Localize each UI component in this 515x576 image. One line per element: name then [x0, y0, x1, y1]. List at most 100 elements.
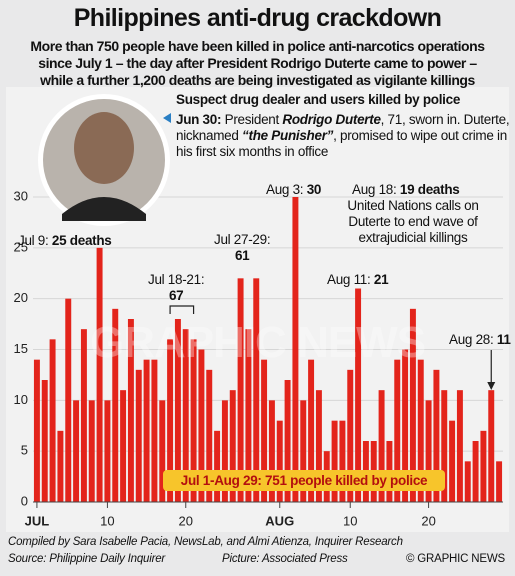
bar [96, 247, 103, 502]
bar [221, 400, 228, 502]
bar [167, 339, 174, 502]
bar [159, 400, 166, 502]
bar [73, 400, 80, 502]
bar [33, 359, 40, 502]
bar [394, 359, 401, 502]
note-text: , promised to wipe out crime in his firs… [176, 128, 507, 159]
x-tick-label: 20 [179, 513, 193, 528]
bar [425, 400, 432, 502]
bar [174, 319, 181, 502]
x-tick-label: 10 [100, 513, 114, 528]
picture-credit: Picture: Associated Press [222, 553, 348, 565]
bar [409, 308, 416, 502]
y-tick-label: 30 [14, 188, 28, 203]
bar [151, 359, 158, 502]
bar [339, 420, 346, 502]
bar [88, 400, 95, 502]
bar [308, 359, 315, 502]
bar [464, 461, 471, 502]
pointer [163, 113, 171, 123]
x-tick-label: JUL [25, 513, 50, 528]
bar [284, 380, 291, 502]
subtitle: while a further 1,200 deaths are being i… [40, 72, 475, 88]
bar [449, 420, 456, 502]
subtitle: since July 1 – the day after President R… [38, 55, 477, 71]
bar [198, 349, 205, 502]
bar [190, 339, 197, 502]
bar [331, 420, 338, 502]
annotation-date: Aug 28: [449, 332, 494, 347]
annotation: Jul 9: 25 deaths [18, 233, 112, 249]
annotation-value: 61 [234, 248, 250, 263]
x-tick-label: 20 [421, 513, 435, 528]
bar [253, 278, 260, 502]
y-tick-label: 15 [14, 341, 28, 356]
bar [143, 359, 150, 502]
bar [135, 369, 142, 502]
annotation: Jul 18-21: 67 [148, 272, 205, 304]
bar [41, 380, 48, 502]
bar [300, 400, 307, 502]
note: Jun 30: President Rodrigo Duterte, 71, s… [176, 112, 515, 160]
annotation-value: 25 deaths [51, 233, 112, 248]
note-text: , 71, sworn in. Duterte, nicknamed [176, 112, 510, 143]
bar [112, 308, 119, 502]
bar [292, 197, 299, 502]
note-date: Jun 30: [176, 112, 222, 127]
note-text: President [221, 112, 283, 127]
annotation: Aug 18: 19 deaths [352, 182, 460, 198]
chart-title: Suspect drug dealer and users killed by … [176, 92, 461, 107]
bar [80, 329, 87, 502]
annotation-date: Jul 27-29: [214, 232, 271, 247]
photo-suit [62, 197, 146, 221]
watermark: GRAPHIC NEWS [89, 318, 426, 367]
bar [104, 400, 111, 502]
bar [229, 390, 236, 502]
bar [472, 441, 479, 502]
bar [182, 329, 189, 502]
y-tick-label: 25 [14, 239, 28, 254]
bar [315, 390, 322, 502]
bar [433, 369, 440, 502]
bar [456, 390, 463, 502]
bar [355, 288, 362, 502]
annotation-value: 11 [496, 332, 511, 347]
annotation-date: Aug 18: [352, 182, 397, 197]
annotation-value: 19 deaths [399, 182, 460, 197]
bar [378, 390, 385, 502]
annotation: Aug 3: 30 [266, 182, 321, 198]
title: Philippines anti-drug crackdown [73, 4, 442, 32]
annotation-date: Jul 18-21: [148, 272, 205, 287]
annotation-date: Jul 9: [18, 233, 49, 248]
bar [441, 390, 448, 502]
x-tick-label: AUG [265, 513, 294, 528]
bar [57, 430, 64, 502]
bar [480, 430, 487, 502]
y-tick-label: 5 [21, 443, 28, 458]
copyright: © GRAPHIC NEWS [406, 553, 505, 565]
y-tick-label: 20 [14, 290, 28, 305]
bar [261, 359, 268, 502]
annotation-date: Aug 3: [266, 182, 304, 197]
annotation-date: Aug 11: [327, 272, 371, 287]
note-name: Rodrigo Duterte [282, 112, 381, 127]
credits: Compiled by Sara Isabelle Pacia, NewsLab… [8, 536, 403, 548]
arrow-head [487, 382, 496, 390]
subtitle: More than 750 people have been killed in… [30, 38, 485, 54]
y-tick-label: 10 [14, 392, 28, 407]
bar [65, 298, 72, 502]
annotation-value: 21 [373, 272, 389, 287]
bracket [169, 305, 195, 314]
bar [206, 369, 213, 502]
bar [488, 390, 495, 502]
bar [214, 430, 221, 502]
annotation-value: 67 [168, 288, 184, 303]
un-note: United Nations calls on Duterte to end w… [347, 198, 479, 245]
photo-face [74, 112, 134, 184]
bar [347, 369, 354, 502]
x-tick-label: 10 [343, 513, 357, 528]
bar [276, 420, 283, 502]
bar [402, 349, 409, 502]
